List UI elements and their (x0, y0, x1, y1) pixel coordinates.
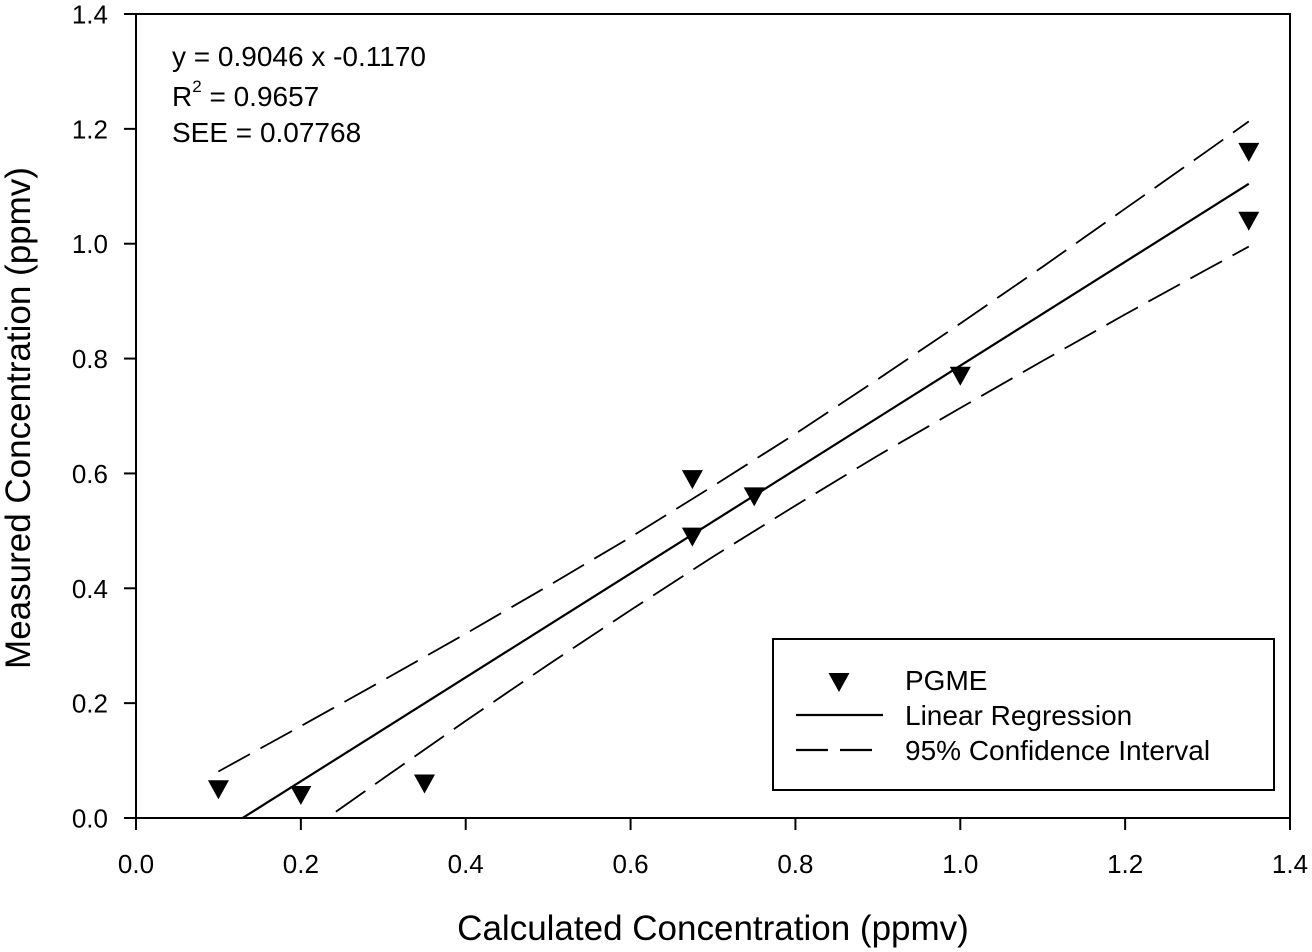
legend-box (772, 638, 1275, 791)
data-point-triangle (207, 780, 229, 800)
y-tick-label: 1.0 (72, 229, 108, 259)
data-point-triangle (949, 366, 971, 386)
r-squared-symbol: R (172, 81, 192, 112)
x-tick-label: 0.6 (612, 849, 648, 879)
legend-label-confidence-interval: 95% Confidence Interval (905, 735, 1210, 766)
r-squared-value: = 0.9657 (202, 81, 320, 112)
y-tick-label: 0.0 (72, 804, 108, 834)
x-tick-label: 0.0 (118, 849, 154, 879)
x-tick-label: 0.4 (448, 849, 484, 879)
legend: PGME Linear Regression 95% Confidence In… (772, 638, 1275, 791)
regression-line-group (240, 182, 1250, 818)
data-point-triangle (681, 527, 703, 547)
y-tick-label: 0.2 (72, 689, 108, 719)
data-point-triangle (1238, 142, 1260, 162)
y-tick-label: 0.4 (72, 574, 108, 604)
x-axis-label: Calculated Concentration (ppmv) (457, 909, 969, 948)
data-point-triangle (1238, 211, 1260, 231)
data-point-triangle (290, 786, 312, 806)
x-tick-label: 1.4 (1272, 849, 1308, 879)
y-axis: 0.0 0.2 0.4 0.6 0.8 1.0 1.2 1.4 (72, 0, 136, 834)
x-tick-label: 0.8 (777, 849, 813, 879)
y-tick-label: 1.4 (72, 0, 108, 30)
y-tick-label: 0.8 (72, 344, 108, 374)
y-tick-label: 0.6 (72, 459, 108, 489)
y-axis-label: Measured Concentration (ppmv) (0, 167, 38, 669)
legend-label-pgme: PGME (905, 665, 987, 696)
r-squared-superscript: 2 (192, 77, 201, 96)
regression-line (240, 182, 1250, 818)
legend-label-linear-regression: Linear Regression (905, 700, 1132, 731)
x-tick-label: 1.2 (1107, 849, 1143, 879)
x-tick-label: 1.0 (942, 849, 978, 879)
r-squared-text: R2 = 0.9657 (172, 77, 319, 112)
confidence-interval-lines (217, 120, 1250, 818)
data-point-triangle (414, 774, 435, 794)
see-text: SEE = 0.07768 (172, 117, 361, 148)
data-points (207, 142, 1260, 806)
regression-annotation: y = 0.9046 x -0.1170 R2 = 0.9657 SEE = 0… (172, 41, 426, 148)
plot-frame (135, 13, 1291, 819)
confidence-interval-lower (325, 245, 1250, 818)
confidence-interval-upper (217, 120, 1250, 773)
equation-text: y = 0.9046 x -0.1170 (172, 41, 426, 72)
data-point-triangle (681, 470, 703, 490)
x-axis: 0.0 0.2 0.4 0.6 0.8 1.0 1.2 1.4 (118, 818, 1308, 879)
x-tick-label: 0.2 (283, 849, 319, 879)
y-tick-label: 1.2 (72, 114, 108, 144)
legend-marker-triangle-down-icon (828, 673, 850, 692)
data-point-triangle (743, 487, 765, 507)
